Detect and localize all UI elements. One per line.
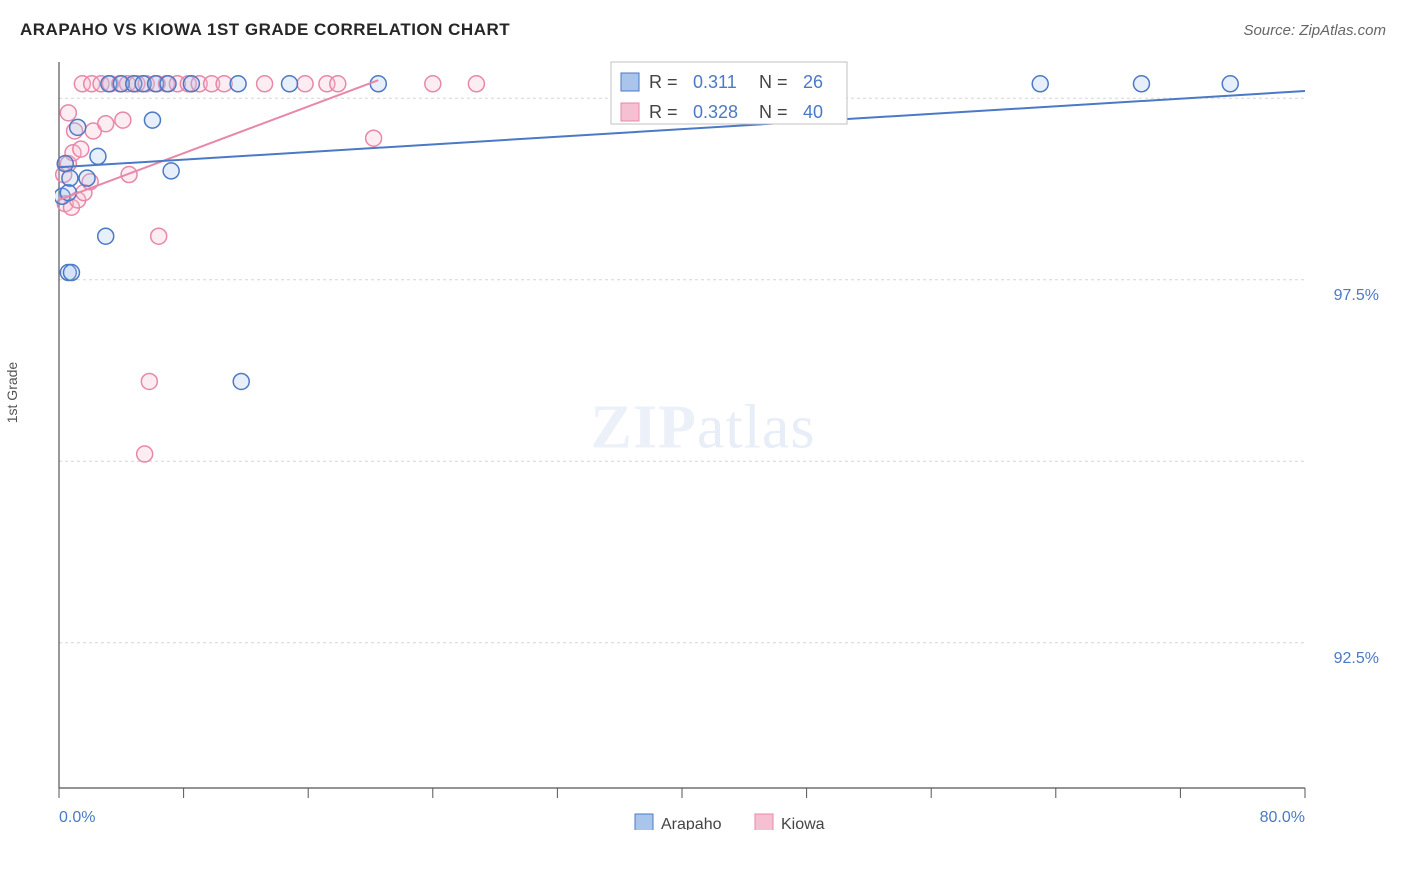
arapaho-point (144, 112, 160, 128)
x-tick-label: 0.0% (59, 809, 95, 826)
legend-label-arapaho: Arapaho (661, 816, 722, 830)
kiowa-point (73, 141, 89, 157)
stats-r-value: 0.328 (693, 102, 738, 122)
kiowa-point (60, 105, 76, 121)
kiowa-point (151, 228, 167, 244)
arapaho-point (1032, 76, 1048, 92)
stats-r-label: R = (649, 72, 678, 92)
arapaho-point (57, 156, 73, 172)
stats-r-label: R = (649, 102, 678, 122)
arapaho-point (70, 119, 86, 135)
stats-n-label: N = (759, 72, 788, 92)
chart-source: Source: ZipAtlas.com (1243, 22, 1386, 39)
arapaho-point (90, 148, 106, 164)
arapaho-point (233, 373, 249, 389)
kiowa-point (137, 446, 153, 462)
kiowa-point (330, 76, 346, 92)
stats-swatch-arapaho (621, 73, 639, 91)
y-tick-label: 97.5% (1334, 287, 1379, 304)
legend-swatch-kiowa (755, 814, 773, 830)
kiowa-point (468, 76, 484, 92)
arapaho-point (63, 265, 79, 281)
chart-area: 92.5% 97.5% 0.0% 80.0% R = 0.311 N = 26 R = 0.328… (55, 60, 1385, 830)
kiowa-point (257, 76, 273, 92)
scatter-chart: 92.5% 97.5% 0.0% 80.0% R = 0.311 N = 26 R = 0.328… (55, 60, 1385, 830)
stats-r-value: 0.311 (693, 72, 737, 92)
arapaho-point (183, 76, 199, 92)
kiowa-point (115, 112, 131, 128)
kiowa-trendline (59, 80, 378, 200)
arapaho-point (230, 76, 246, 92)
arapaho-point (62, 170, 78, 186)
arapaho-point (163, 163, 179, 179)
arapaho-point (282, 76, 298, 92)
kiowa-point (297, 76, 313, 92)
arapaho-point (370, 76, 386, 92)
stats-n-value: 40 (803, 102, 823, 122)
kiowa-point (98, 116, 114, 132)
y-tick-label: 92.5% (1334, 650, 1379, 667)
legend-swatch-arapaho (635, 814, 653, 830)
legend-label-kiowa: Kiowa (781, 816, 825, 830)
chart-title: ARAPAHO VS KIOWA 1ST GRADE CORRELATION C… (20, 20, 510, 40)
x-tick-label: 80.0% (1260, 809, 1305, 826)
stats-swatch-kiowa (621, 103, 639, 121)
kiowa-point (141, 373, 157, 389)
y-axis-label: 1st Grade (4, 362, 20, 423)
arapaho-point (79, 170, 95, 186)
arapaho-point (160, 76, 176, 92)
arapaho-point (98, 228, 114, 244)
arapaho-point (1222, 76, 1238, 92)
arapaho-point (1133, 76, 1149, 92)
stats-n-label: N = (759, 102, 788, 122)
kiowa-point (366, 130, 382, 146)
kiowa-point (425, 76, 441, 92)
stats-n-value: 26 (803, 72, 823, 92)
